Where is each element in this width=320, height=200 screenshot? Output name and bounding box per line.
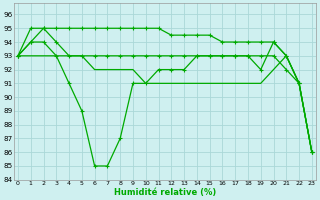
X-axis label: Humidité relative (%): Humidité relative (%)	[114, 188, 216, 197]
